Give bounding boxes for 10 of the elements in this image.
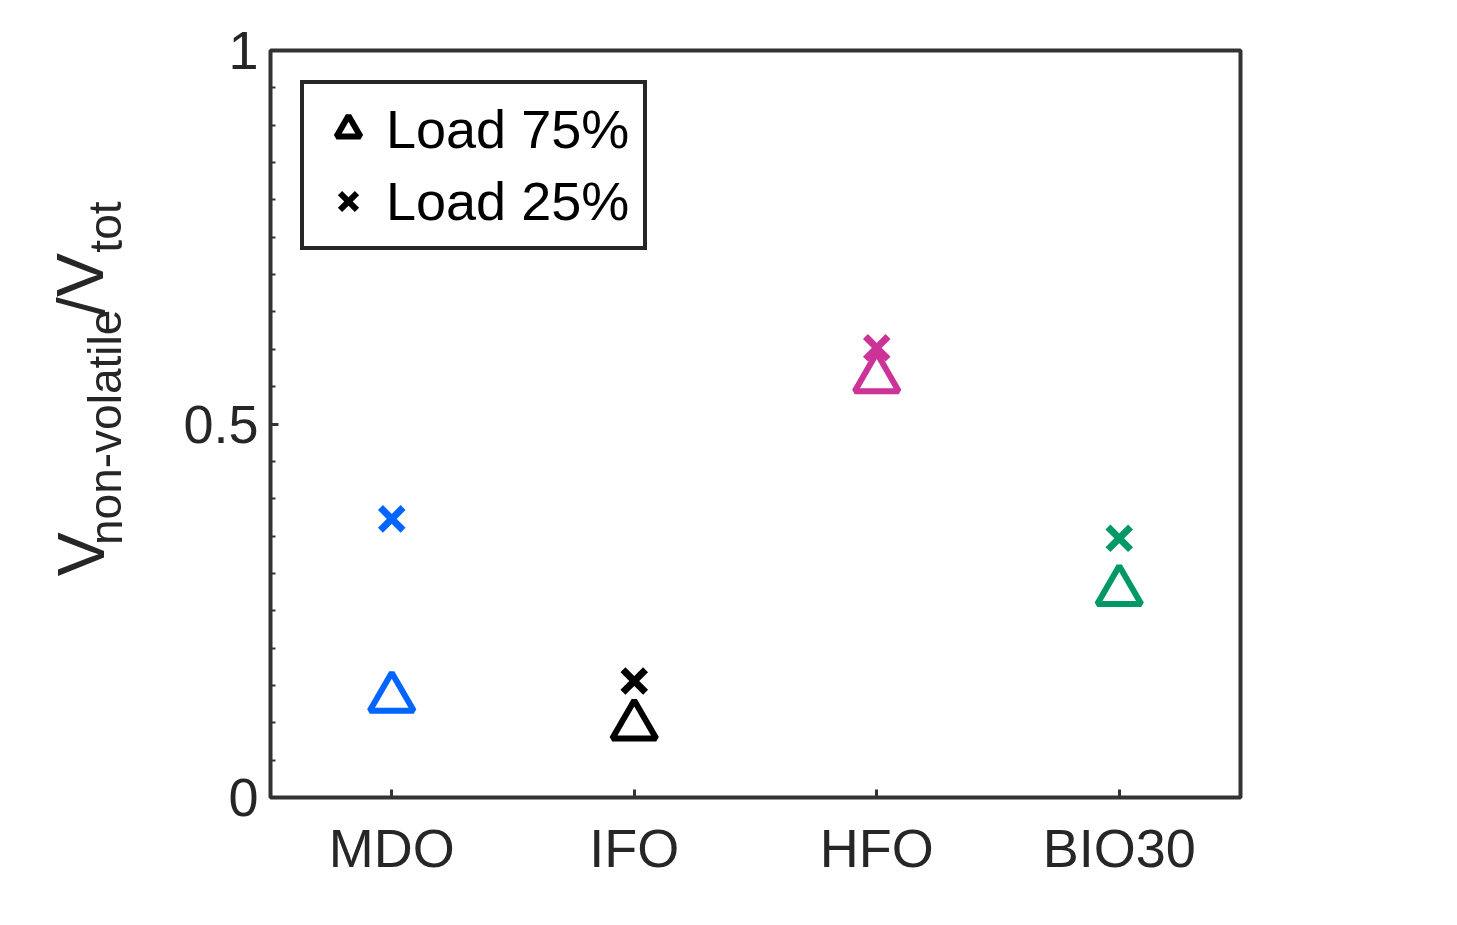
x-tick-label: BIO30: [1042, 817, 1196, 878]
y-tick-label: 0.5: [183, 393, 259, 454]
y-axis-title: Vnon-volatile/Vtot: [43, 201, 132, 577]
x-tick-label: HFO: [819, 817, 934, 878]
x-tick-label: IFO: [589, 817, 680, 878]
x-tick-label: MDO: [328, 817, 455, 878]
legend-label: Load 75%: [386, 98, 630, 160]
y-tick-label: 1: [228, 20, 259, 80]
legend-label: Load 25%: [386, 170, 630, 232]
y-tick-label: 0: [228, 767, 259, 827]
